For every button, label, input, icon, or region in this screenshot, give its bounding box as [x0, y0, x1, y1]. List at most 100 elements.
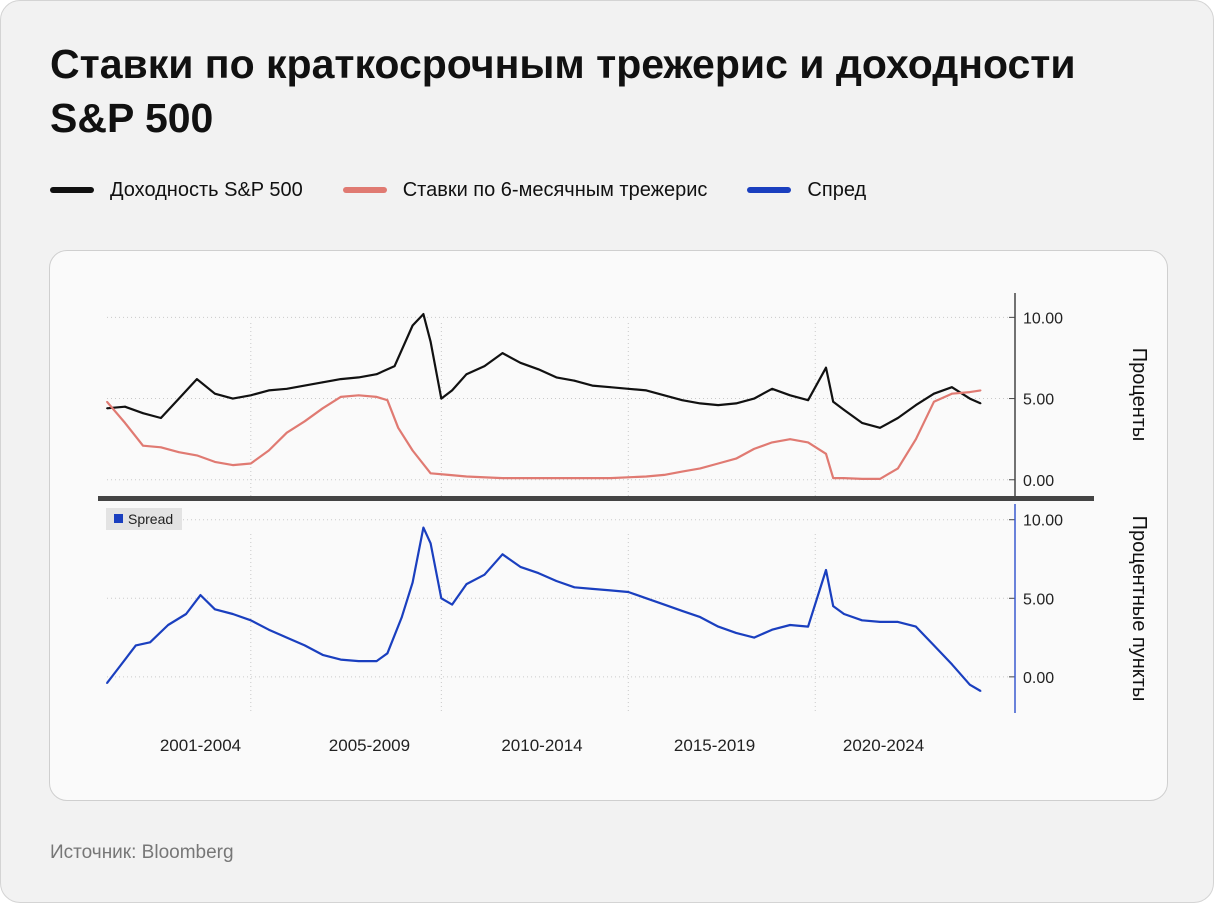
data-point-0-1-8: [249, 462, 252, 465]
data-point-1-0-10: [267, 628, 270, 631]
data-point-0-0-34: [681, 399, 684, 402]
data-point-1-0-51: [933, 644, 935, 647]
legend-swatch-treasury: [342, 187, 387, 193]
data-point-1-0-52: [951, 663, 953, 666]
legend-label-sp500: Доходность S&P 500: [110, 178, 303, 201]
data-point-0-1-31: [735, 457, 737, 460]
data-point-1-0-23: [451, 603, 453, 606]
data-point-0-0-20: [440, 397, 443, 400]
data-point-0-0-48: [915, 404, 917, 406]
data-point-0-1-24: [573, 477, 576, 479]
data-point-0-0-37: [735, 402, 737, 405]
data-point-0-1-15: [375, 396, 378, 398]
data-point-0-1-37: [832, 477, 835, 479]
data-point-0-1-29: [699, 467, 702, 470]
data-point-0-0-5: [196, 378, 198, 380]
data-point-0-1-23: [537, 477, 540, 479]
data-point-0-0-15: [375, 373, 378, 376]
spread-tag-swatch: [114, 514, 123, 523]
data-point-0-0-24: [501, 352, 504, 354]
data-point-0-1-2: [142, 444, 144, 447]
data-point-1-0-12: [303, 644, 306, 647]
spread-tag-label: Spread: [128, 511, 173, 527]
x-tick-label-0: 2001-2004: [160, 736, 241, 755]
data-point-1-0-27: [519, 566, 522, 568]
chart-title: Ставки по краткосрочным трежерис и доход…: [50, 41, 1076, 141]
series-line-0-1: [106, 389, 981, 480]
data-point-0-1-12: [321, 407, 324, 410]
data-point-0-0-17: [411, 324, 414, 327]
data-point-0-0-14: [357, 376, 360, 379]
data-point-0-1-41: [897, 467, 899, 470]
data-point-0-0-49: [933, 392, 935, 395]
data-point-0-0-25: [519, 361, 522, 364]
data-point-0-0-23: [483, 365, 486, 367]
data-point-1-0-1: [116, 668, 119, 670]
data-point-0-0-45: [861, 422, 863, 424]
data-point-0-0-52: [979, 402, 982, 405]
data-point-1-0-2: [134, 644, 137, 647]
data-point-1-0-29: [555, 580, 558, 582]
data-point-0-1-46: [979, 389, 982, 392]
data-point-0-0-44: [843, 409, 845, 411]
data-point-0-0-0: [106, 407, 108, 410]
chart-panel: 10.00 5.00 0.00 Проценты 10.00 5.00 0.00 Процен…: [49, 250, 1168, 801]
data-point-0-0-39: [771, 387, 773, 390]
y-tick-label-0-2: 0.00: [1023, 473, 1054, 490]
data-point-1-0-36: [681, 610, 684, 612]
data-point-0-0-10: [285, 387, 288, 390]
legend-item-sp500: Доходность S&P 500: [50, 179, 303, 202]
data-point-0-0-30: [609, 386, 612, 389]
data-point-0-1-22: [501, 477, 504, 479]
data-point-0-0-42: [825, 366, 827, 369]
legend-item-treasury: Ставки по 6-месячным трежерис: [342, 178, 708, 202]
data-point-0-1-30: [717, 462, 720, 465]
data-point-0-0-40: [789, 394, 791, 397]
data-point-0-1-9: [267, 449, 270, 452]
data-point-0-1-44: [951, 392, 953, 395]
data-point-0-0-4: [178, 397, 180, 400]
data-point-0-0-1: [124, 405, 126, 408]
data-point-0-0-46: [879, 426, 881, 429]
data-point-1-0-17: [386, 652, 389, 655]
data-point-0-1-7: [231, 464, 234, 466]
y-tick-label-1-0: 10.00: [1023, 513, 1063, 530]
data-point-0-0-8: [249, 394, 252, 397]
legend-item-spread: Спред: [747, 179, 866, 202]
data-point-0-1-45: [968, 391, 971, 393]
data-point-0-1-13: [339, 396, 342, 398]
data-point-0-1-10: [285, 431, 288, 434]
data-point-1-0-30: [573, 586, 576, 589]
data-point-1-0-0: [106, 682, 108, 684]
data-point-0-0-28: [573, 379, 576, 382]
data-point-0-0-29: [591, 384, 594, 387]
data-point-0-1-26: [645, 475, 648, 478]
data-point-1-0-42: [789, 624, 791, 626]
data-point-1-0-33: [627, 591, 630, 593]
data-point-0-1-17: [397, 426, 400, 429]
data-point-0-1-33: [771, 441, 773, 444]
data-point-0-0-51: [968, 397, 971, 400]
legend-label-treasury: Ставки по 6-месячным трежерис: [402, 178, 708, 201]
panel-separator: [98, 496, 1094, 501]
data-point-1-0-50: [915, 625, 917, 628]
data-point-1-0-22: [440, 597, 443, 600]
data-point-1-0-4: [167, 624, 169, 626]
x-tick-label-3: 2015-2019: [674, 736, 755, 755]
data-point-0-1-35: [807, 441, 809, 444]
data-point-0-1-3: [160, 446, 162, 449]
data-point-1-0-31: [591, 588, 594, 590]
data-point-0-0-22: [465, 373, 468, 376]
data-point-0-1-25: [609, 477, 612, 479]
data-point-0-0-3: [160, 417, 162, 419]
data-point-0-0-33: [663, 394, 666, 397]
data-point-1-0-44: [825, 569, 827, 571]
data-point-1-0-34: [645, 597, 648, 600]
data-point-1-0-47: [861, 619, 863, 622]
data-point-1-0-25: [483, 573, 486, 576]
data-point-1-0-35: [663, 603, 666, 606]
data-point-1-0-11: [285, 636, 288, 639]
chart-svg: 10.00 5.00 0.00 Проценты 10.00 5.00 0.00 Процен…: [98, 293, 1150, 755]
data-point-1-0-43: [807, 625, 809, 628]
